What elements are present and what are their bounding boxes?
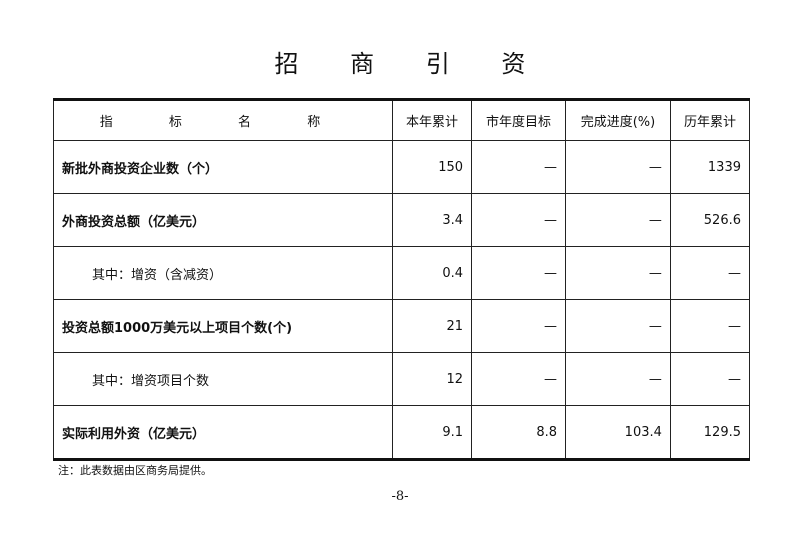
row-value: — — [471, 299, 567, 353]
row-indicator-name: 外商投资总额（亿美元） — [53, 193, 393, 247]
row-value: 8.8 — [471, 405, 567, 460]
footnote: 注：此表数据由区商务局提供。 — [58, 464, 212, 477]
row-indicator-name: 其中：增资项目个数 — [53, 352, 393, 406]
header-historical-cumulative: 历年累计 — [669, 99, 751, 141]
row-value: 0.4 — [391, 246, 473, 300]
row-indicator-name: 投资总额1000万美元以上项目个数(个) — [53, 299, 393, 353]
page-title: 招 商 引 资 — [274, 50, 548, 78]
row-value: — — [471, 193, 567, 247]
header-progress: 完成进度(%) — [565, 99, 671, 141]
header-year-cumulative: 本年累计 — [391, 99, 473, 141]
row-indicator-name: 实际利用外资（亿美元） — [53, 405, 393, 460]
header-indicator-name: 指 标 名 称 — [53, 99, 393, 141]
row-value: 1339 — [669, 140, 751, 194]
investment-table: 指 标 名 称 本年累计 市年度目标 完成进度(%) 历年累计 新批外商投资企业… — [53, 98, 751, 461]
row-value: 103.4 — [565, 405, 671, 460]
table-row: 新批外商投资企业数（个） 150— —1339 — [53, 140, 751, 194]
row-value: — — [471, 246, 567, 300]
row-value: — — [565, 246, 671, 300]
table-row: 实际利用外资（亿美元） 9.1 8.8 103.4 129.5 — [53, 405, 751, 460]
row-value: — — [565, 140, 671, 194]
table-row: 投资总额1000万美元以上项目个数(个) 21— — — — [53, 299, 751, 353]
row-value: — — [669, 246, 751, 300]
row-value: — — [471, 140, 567, 194]
row-value: 12 — [391, 352, 473, 406]
row-value: 526.6 — [669, 193, 751, 247]
row-value: — — [565, 352, 671, 406]
row-indicator-name: 新批外商投资企业数（个） — [53, 140, 393, 194]
header-city-target: 市年度目标 — [471, 99, 567, 141]
row-value: 3.4 — [391, 193, 473, 247]
table-header-row: 指 标 名 称 本年累计 市年度目标 完成进度(%) 历年累计 — [53, 99, 751, 141]
row-value: — — [669, 299, 751, 353]
row-value: — — [669, 352, 751, 406]
row-indicator-name: 其中：增资（含减资） — [53, 246, 393, 300]
row-value: 150 — [391, 140, 473, 194]
page-number: -8- — [391, 489, 409, 504]
row-value: 129.5 — [669, 405, 751, 460]
row-value: 9.1 — [391, 405, 473, 460]
table-row: 其中：增资（含减资） 0.4— — — — [53, 246, 751, 300]
row-value: 21 — [391, 299, 473, 353]
row-value: — — [565, 193, 671, 247]
row-value: — — [471, 352, 567, 406]
row-value: — — [565, 299, 671, 353]
table-row: 其中：增资项目个数 12— — — — [53, 352, 751, 406]
table-row: 外商投资总额（亿美元） 3.4— —526.6 — [53, 193, 751, 247]
